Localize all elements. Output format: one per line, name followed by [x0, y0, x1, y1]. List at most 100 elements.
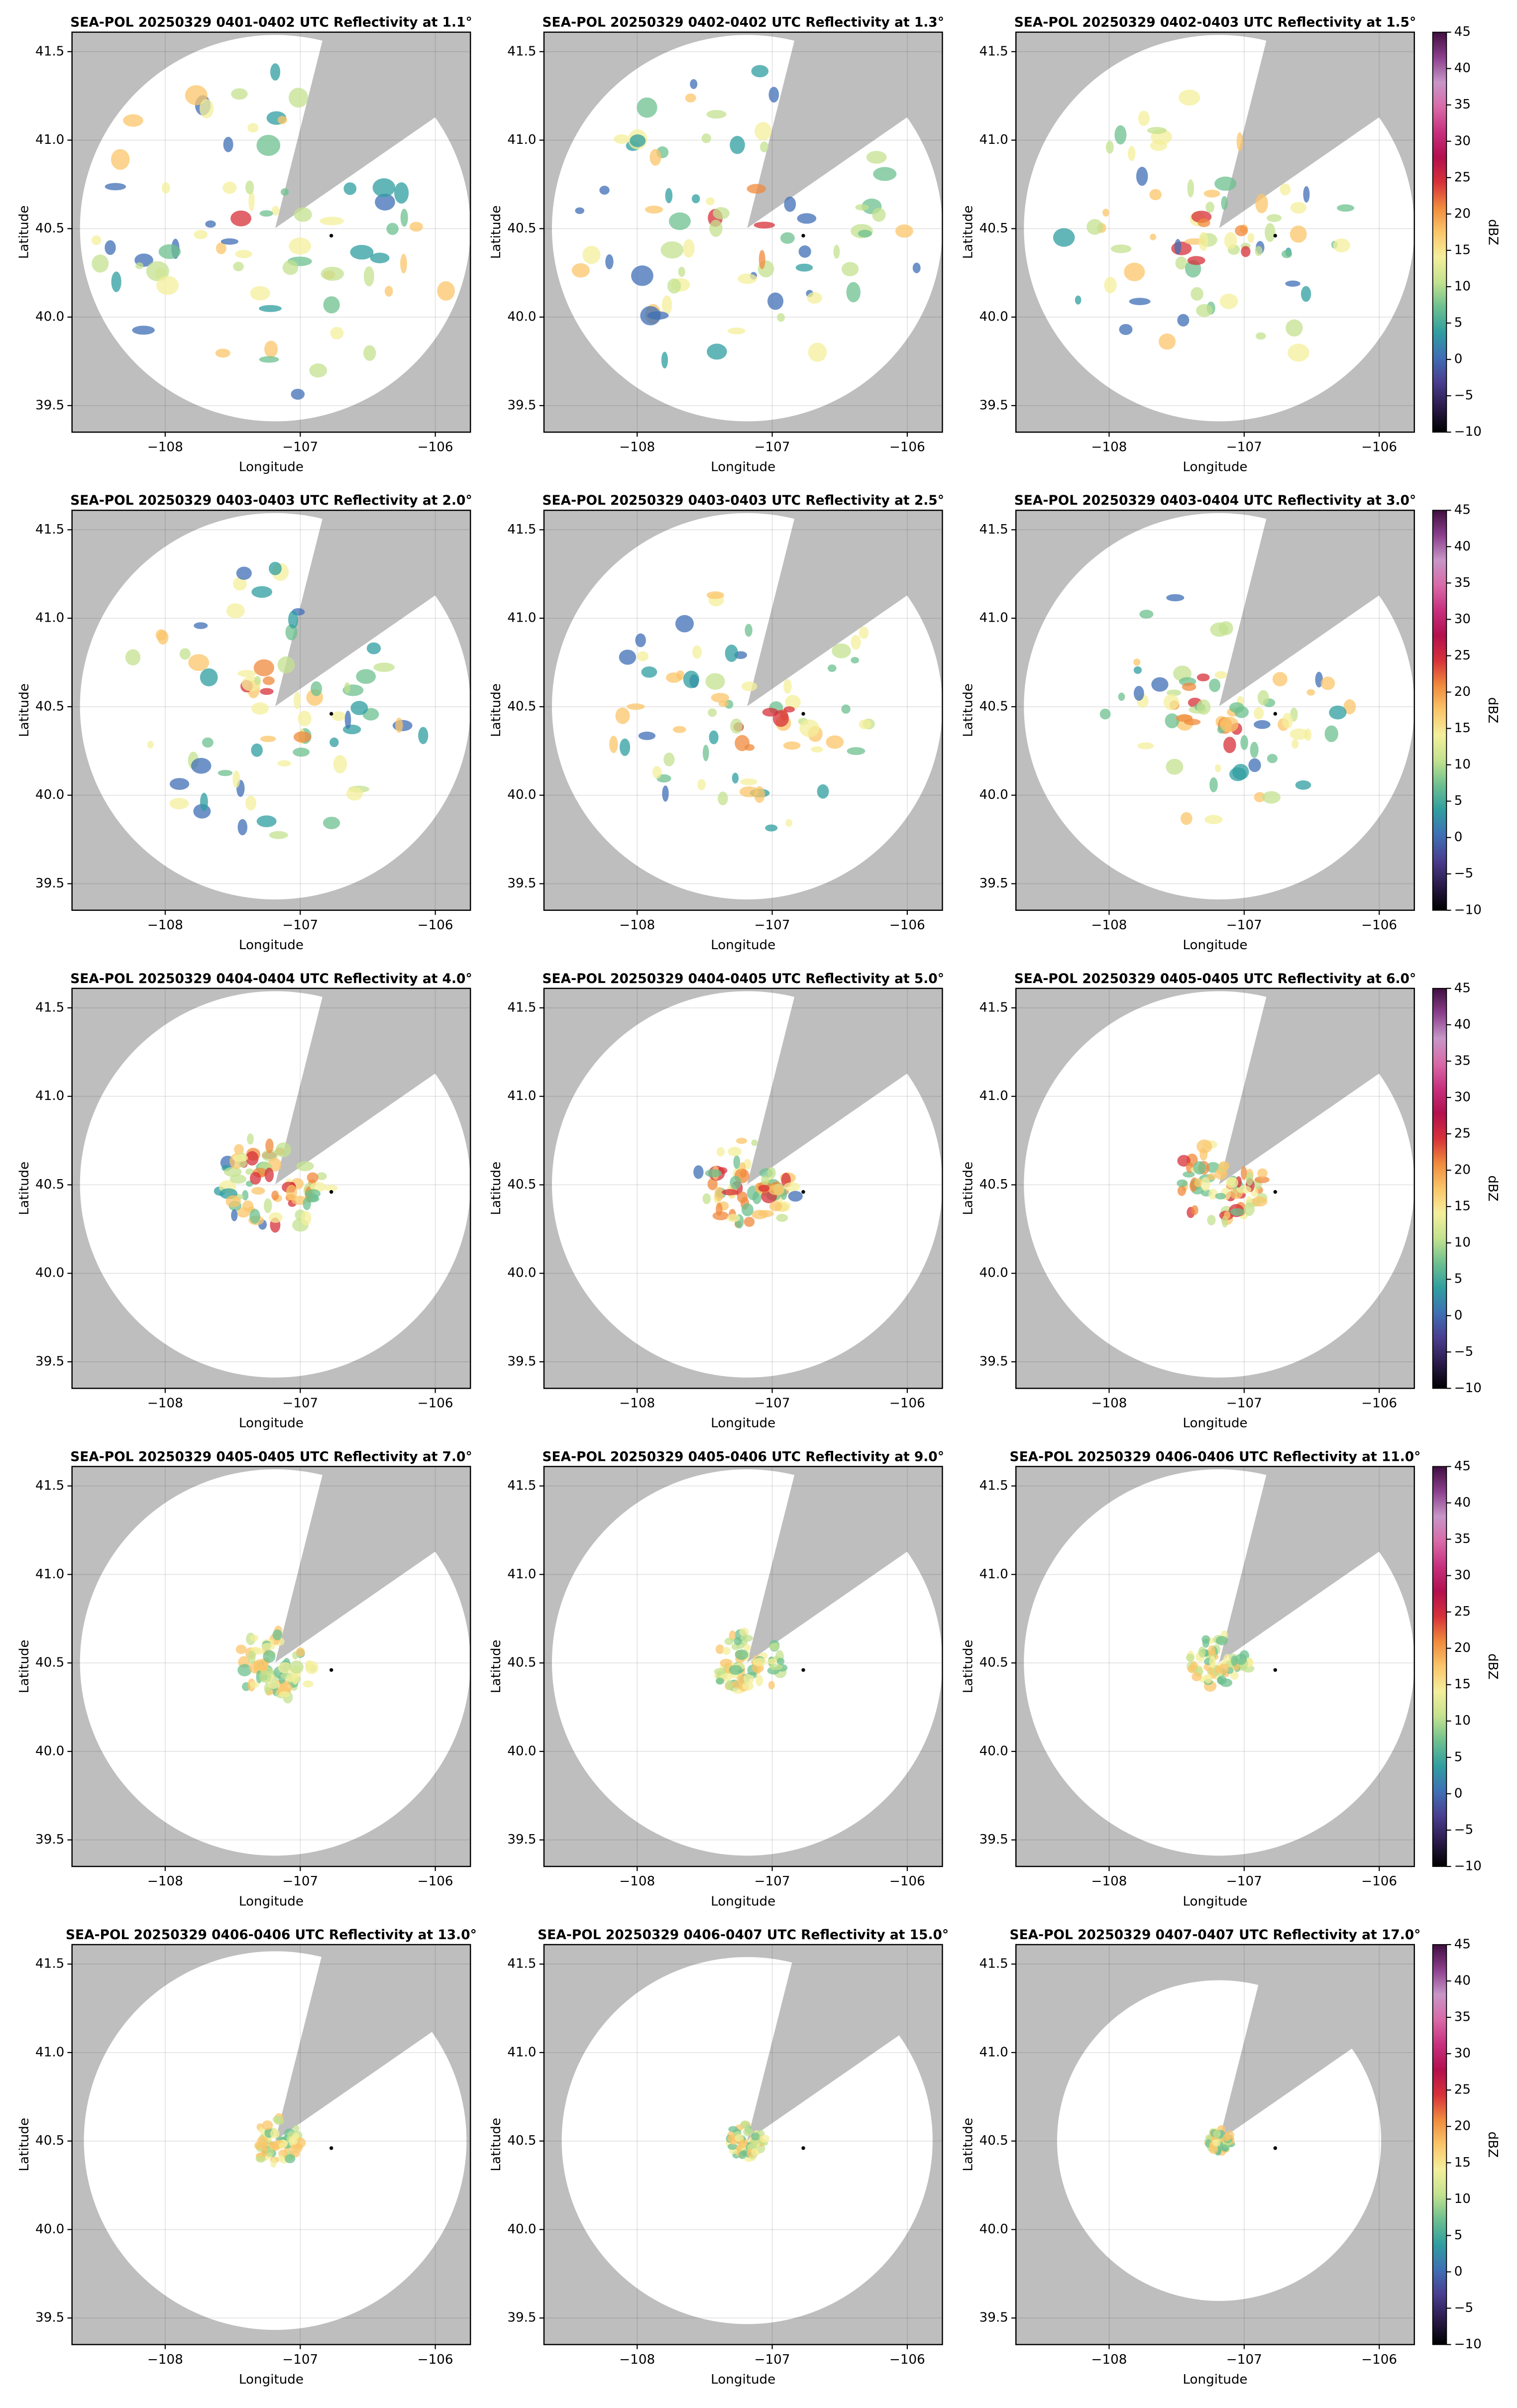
y-tick-label: 41.0	[979, 1567, 1008, 1582]
echo	[709, 219, 723, 237]
echo	[740, 2120, 751, 2129]
echo	[1204, 1673, 1212, 1684]
echo	[1176, 714, 1193, 722]
echo	[344, 710, 351, 729]
echo	[1198, 231, 1208, 251]
echo	[249, 1661, 264, 1674]
x-tick-label: −107	[282, 2352, 318, 2367]
echo	[1232, 764, 1249, 780]
x-tick-label: −106	[418, 2352, 453, 2367]
echo	[1053, 228, 1075, 247]
axes	[1016, 1466, 1414, 1866]
echo	[808, 342, 827, 362]
range-disk	[552, 513, 943, 900]
colorbar-tick-label: −10	[1454, 1381, 1482, 1396]
echo	[1105, 140, 1114, 154]
echo	[200, 668, 218, 687]
colorbar-tick-label: 30	[1454, 2046, 1471, 2061]
echo	[1343, 699, 1356, 715]
colorbar-tick-label: 15	[1454, 1199, 1471, 1214]
echo	[740, 778, 758, 785]
x-axis-label: Longitude	[239, 2372, 304, 2387]
x-axis-label: Longitude	[239, 460, 304, 475]
echo	[714, 1187, 724, 1202]
echo	[293, 731, 312, 743]
echo	[331, 711, 346, 721]
echo	[200, 792, 208, 811]
x-tick-label: −107	[1226, 2352, 1262, 2367]
y-tick-label: 41.0	[979, 611, 1008, 626]
y-tick-label: 41.5	[507, 1957, 536, 1971]
axes-frame	[1015, 1466, 1415, 1867]
echo	[783, 706, 795, 713]
chart-title: SEA-POL 20250329 0403-0403 UTC Reflectiv…	[70, 493, 472, 508]
y-tick-label: 39.5	[979, 876, 1008, 891]
x-tick-label: −107	[282, 440, 318, 455]
echo	[645, 206, 663, 214]
range-disk	[80, 35, 471, 422]
colorbar-tick-label: −5	[1454, 1822, 1474, 1837]
echo	[1114, 125, 1127, 145]
echo	[751, 65, 769, 78]
x-tick-label: −108	[1091, 1396, 1127, 1411]
echo	[1224, 232, 1237, 249]
echo	[261, 1642, 276, 1650]
echo	[1186, 1653, 1194, 1662]
chart-title: SEA-POL 20250329 0402-0402 UTC Reflectiv…	[542, 15, 944, 30]
echo	[1252, 1196, 1268, 1207]
echo	[260, 736, 276, 742]
echo	[234, 1144, 244, 1155]
colorbar-tick-label: 20	[1454, 2119, 1471, 2134]
y-tick-label: 39.5	[35, 1354, 64, 1369]
echo	[741, 1203, 754, 1216]
echo	[1255, 194, 1268, 214]
axes-frame	[1015, 510, 1415, 911]
x-tick-label: −106	[889, 1874, 925, 1889]
colorbar-tick-label: 30	[1454, 1090, 1471, 1104]
echo	[223, 1167, 242, 1177]
echo	[767, 292, 784, 310]
echo	[323, 296, 340, 314]
y-axis-label: Latitude	[489, 206, 504, 259]
echo	[255, 2155, 266, 2163]
x-tick-label: −108	[147, 918, 183, 933]
echo	[1240, 1166, 1247, 1180]
echo	[1139, 610, 1154, 619]
colorbar-tick-label: 0	[1454, 352, 1463, 367]
echo	[437, 281, 455, 301]
echo	[266, 2148, 274, 2157]
echo	[330, 327, 344, 339]
echo	[1187, 179, 1194, 198]
echo	[250, 1635, 259, 1642]
x-tick-label: −108	[1091, 2352, 1127, 2367]
range-disk	[552, 1469, 943, 1856]
echo	[111, 271, 121, 292]
echo	[1257, 690, 1269, 706]
x-tick-label: −107	[282, 918, 318, 933]
echo	[1280, 183, 1291, 196]
chart-title: SEA-POL 20250329 0405-0405 UTC Reflectiv…	[1014, 971, 1416, 986]
colorbar-tick-label: 40	[1454, 1017, 1471, 1032]
echo	[1209, 678, 1221, 692]
echo	[1224, 1210, 1231, 1219]
echo	[274, 2118, 284, 2125]
colorbar-tick-label: 10	[1454, 279, 1471, 294]
echo	[1262, 791, 1281, 804]
echo	[627, 703, 645, 710]
echo	[582, 245, 601, 264]
axes	[1016, 988, 1414, 1389]
echo	[1182, 682, 1196, 691]
echo	[811, 746, 823, 753]
colorbar-tick-label: 25	[1454, 170, 1471, 185]
echo	[346, 787, 363, 801]
echo	[291, 389, 305, 400]
y-tick-label: 39.5	[979, 1832, 1008, 1847]
echo	[718, 791, 728, 806]
echo	[1151, 677, 1169, 692]
echo	[92, 254, 109, 273]
echo	[826, 735, 844, 749]
echo	[672, 726, 686, 733]
echo	[1133, 658, 1141, 666]
echo	[194, 622, 208, 629]
